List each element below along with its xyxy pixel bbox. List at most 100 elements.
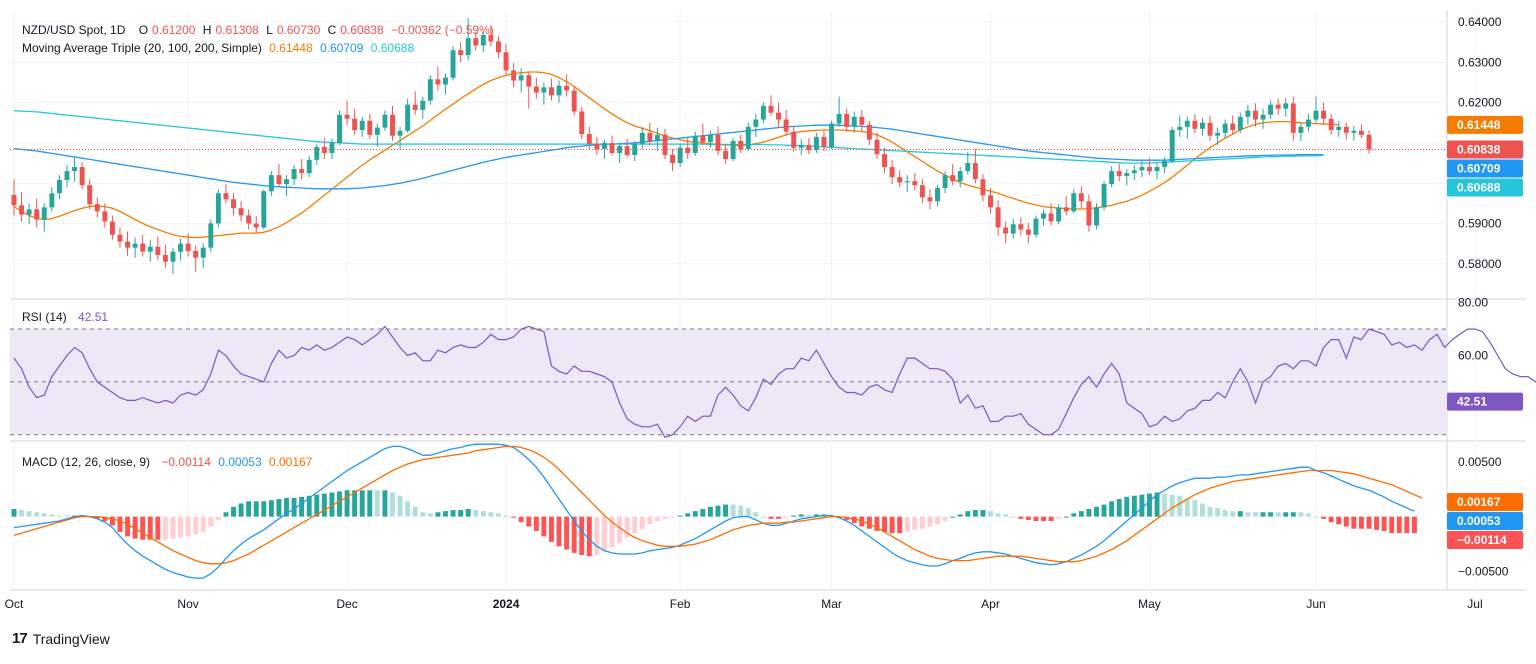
close-key: C (327, 23, 337, 37)
macd-histogram-bar (1139, 494, 1145, 517)
macd-histogram-bar (34, 512, 40, 517)
price-tick-label: 0.58000 (1458, 257, 1502, 271)
macd-histogram-bar (306, 495, 312, 517)
candle-body (1207, 122, 1213, 136)
candle-body (56, 179, 62, 194)
x-tick-label: Feb (670, 597, 691, 611)
macd-histogram-bar (632, 516, 638, 534)
candle-body (299, 169, 305, 174)
candle-body (715, 134, 721, 151)
low-key: L (266, 23, 273, 37)
macd-histogram-bar (586, 516, 592, 557)
candle-body (1094, 207, 1099, 226)
ma100-value: 0.60709 (320, 41, 364, 55)
macd-histogram-bar (1162, 493, 1168, 517)
rsi-legend-value: 42.51 (78, 310, 109, 324)
macd-histogram-bar (94, 516, 100, 519)
macd-histogram-bar (109, 516, 115, 526)
rsi-legend: RSI (14) 42.51 (22, 310, 112, 324)
macd-histogram-bar (1351, 516, 1357, 529)
x-tick-label: Oct (5, 597, 24, 611)
price-badge (1447, 159, 1523, 178)
macd-histogram-bar (1018, 516, 1024, 519)
macd-histogram-bar (284, 497, 289, 517)
candle-body (836, 113, 842, 124)
macd-histogram-bar (1169, 494, 1175, 517)
macd-legend: MACD (12, 26, close, 9) −0.00114 0.00053… (22, 455, 316, 469)
candle-body (1290, 103, 1296, 133)
macd-histogram-bar (556, 516, 562, 547)
candle-body (1260, 114, 1266, 120)
candle-body (1358, 130, 1364, 135)
price-badge-label: 0.61448 (1457, 118, 1501, 132)
tradingview-footer[interactable]: 17 TradingView (12, 630, 110, 647)
macd-histogram-bar (1010, 516, 1016, 518)
macd-histogram-bar (1275, 512, 1281, 517)
x-tick-label: May (1138, 597, 1161, 611)
macd-histogram-bar (1366, 516, 1372, 529)
macd-histogram-bar (1056, 516, 1062, 519)
macd-histogram-bar (882, 516, 887, 533)
macd-histogram-bar (1071, 513, 1077, 517)
candle-body (420, 100, 426, 110)
candle-body (1177, 126, 1183, 131)
macd-histogram-bar (465, 508, 471, 517)
macd-histogram-bar (1343, 516, 1349, 527)
macd-histogram-bar (1078, 511, 1084, 517)
macd-histogram-bar (1025, 516, 1031, 520)
macd-histogram-bar (723, 504, 729, 517)
macd-histogram-bar (594, 516, 600, 556)
candle-body (564, 85, 570, 91)
x-tick-label: Dec (336, 597, 357, 611)
candle-body (125, 241, 131, 248)
rsi-band (10, 329, 1447, 435)
macd-histogram-bar (19, 510, 25, 517)
macd-histogram-bar (745, 507, 751, 517)
candle-body (1366, 134, 1372, 150)
macd-histogram-bar (760, 516, 766, 518)
candle-body (473, 38, 479, 46)
candle-body (223, 193, 229, 200)
macd-histogram-bar (897, 516, 903, 534)
macd-histogram-bar (1336, 516, 1342, 525)
macd-histogram-bar (1313, 516, 1319, 518)
macd-histogram-bar (435, 512, 441, 517)
macd-histogram-bar (1116, 499, 1122, 517)
macd-histogram-bar (533, 516, 539, 531)
candle-body (1048, 213, 1054, 222)
macd-histogram-bar (707, 506, 713, 517)
macd-histogram-bar (965, 511, 971, 517)
candle-body (988, 195, 993, 208)
macd-histogram-bar (56, 515, 62, 517)
candle-body (178, 243, 183, 252)
macd-badge-label: 0.00053 (1457, 514, 1501, 528)
candle-body (685, 147, 691, 153)
candle-body (405, 104, 411, 131)
macd-histogram-bar (685, 513, 691, 517)
macd-histogram-bar (321, 493, 327, 517)
candle-body (1313, 110, 1319, 120)
macd-histogram-bar (215, 516, 221, 520)
x-tick-label: Apr (981, 597, 1000, 611)
candle-body (147, 246, 153, 252)
candle-body (1063, 207, 1069, 212)
macd-histogram-bar (1041, 516, 1046, 522)
candle-body (533, 86, 539, 93)
macd-histogram-bar (912, 516, 918, 530)
macd-histogram-bar (26, 511, 32, 517)
candle-body (1321, 110, 1327, 119)
candle-body (738, 140, 744, 149)
ma-legend: Moving Average Triple (20, 100, 200, Sim… (22, 41, 418, 55)
macd-signal-value: 0.00167 (268, 455, 313, 469)
macd-histogram-bar (246, 501, 252, 517)
candle-body (829, 123, 835, 147)
candle-body (927, 197, 933, 202)
candle-body (1169, 130, 1175, 162)
macd-histogram-bar (889, 516, 895, 534)
macd-histogram-bar (314, 494, 320, 517)
macd-histogram-bar (1298, 512, 1304, 517)
macd-histogram-bar (1094, 506, 1099, 517)
macd-histogram-bar (412, 506, 418, 517)
candle-body (654, 134, 660, 141)
macd-histogram-bar (700, 508, 706, 517)
